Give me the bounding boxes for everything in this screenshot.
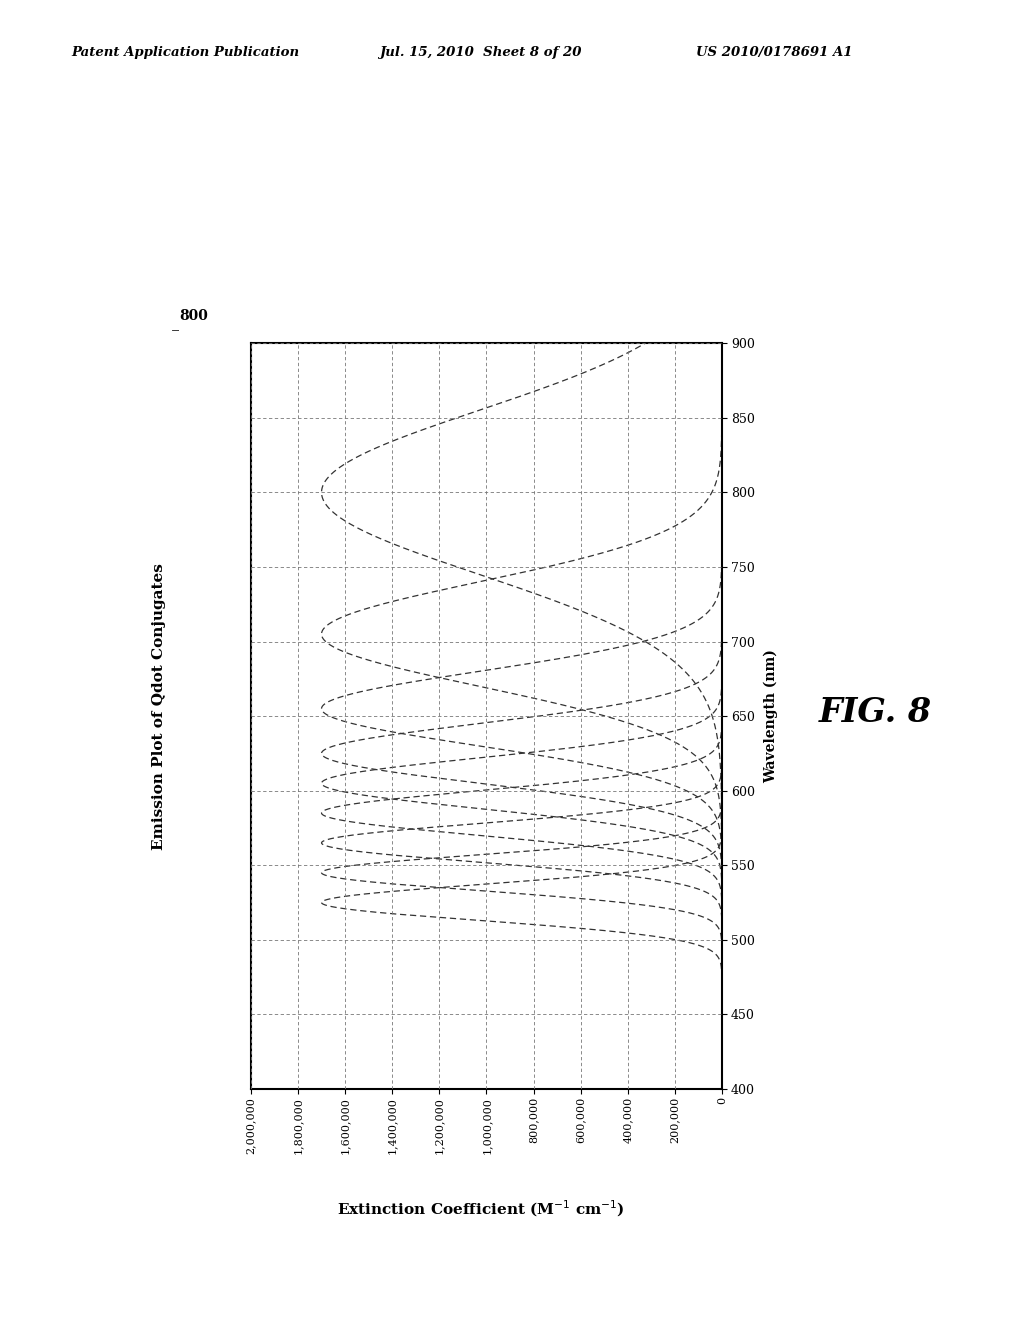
Text: Extinction Coefficient (M$^{-1}$ cm$^{-1}$): Extinction Coefficient (M$^{-1}$ cm$^{-1… — [338, 1199, 625, 1218]
Text: Patent Application Publication: Patent Application Publication — [72, 46, 300, 59]
Text: Jul. 15, 2010  Sheet 8 of 20: Jul. 15, 2010 Sheet 8 of 20 — [379, 46, 582, 59]
Y-axis label: Wavelength (nm): Wavelength (nm) — [763, 649, 777, 783]
Text: FIG. 8: FIG. 8 — [819, 697, 932, 729]
Text: US 2010/0178691 A1: US 2010/0178691 A1 — [696, 46, 853, 59]
Text: Emission Plot of Qdot Conjugates: Emission Plot of Qdot Conjugates — [152, 562, 166, 850]
Text: 800: 800 — [179, 309, 208, 323]
